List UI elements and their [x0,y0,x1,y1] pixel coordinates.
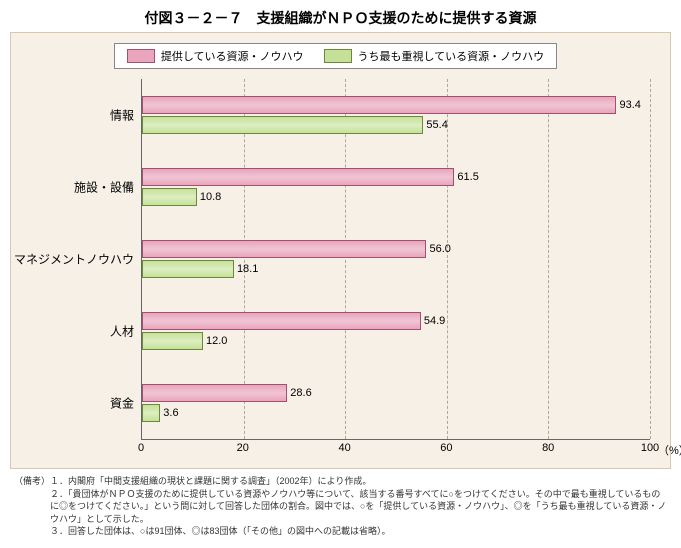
footnote-item: １．内閣府「中間支援組織の現状と課題に関する調査」（2002年）により作成。 [50,475,667,488]
legend-item-1: 提供している資源・ノウハウ [127,48,304,64]
x-axis-unit: （%） [658,442,681,458]
bar-value-label: 55.4 [422,119,447,131]
category-group: 施設・設備61.510.8 [142,151,650,223]
bar-value-label: 12.0 [202,335,227,347]
bar-series2: 10.8 [142,188,197,206]
bar-series1: 54.9 [142,312,421,330]
bar-series2: 3.6 [142,404,160,422]
bar-value-label: 93.4 [615,99,640,111]
x-tick-label: 0 [138,442,144,454]
bar-series1: 56.0 [142,240,426,258]
bar-series2: 55.4 [142,116,423,134]
chart-area: 提供している資源・ノウハウ うち最も重視している資源・ノウハウ 情報93.455… [10,32,671,469]
legend-item-2: うち最も重視している資源・ノウハウ [324,48,545,64]
legend-swatch-1 [127,49,155,63]
bar-series1: 61.5 [142,168,454,186]
footnote-item: ３．回答した団体は、○は91団体、◎は83団体（「その他」の図中への記載は省略）… [50,525,667,538]
bar-value-label: 28.6 [286,387,311,399]
category-label: 施設・設備 [74,179,142,196]
category-group: 情報93.455.4 [142,79,650,151]
legend: 提供している資源・ノウハウ うち最も重視している資源・ノウハウ [114,43,557,69]
bar-series1: 93.4 [142,96,616,114]
x-tick-label: 20 [237,442,249,454]
bar-value-label: 54.9 [420,315,445,327]
bar-value-label: 10.8 [196,191,221,203]
category-label: マネジメントノウハウ [14,251,142,268]
bar-value-label: 3.6 [159,407,178,419]
footnotes: （備考） １．内閣府「中間支援組織の現状と課題に関する調査」（2002年）により… [0,469,681,548]
category-group: 資金28.63.6 [142,367,650,439]
x-axis-ticks: 020406080100（%） [141,440,650,458]
x-tick-label: 40 [338,442,350,454]
bar-value-label: 18.1 [233,263,258,275]
bar-value-label: 56.0 [425,243,450,255]
chart-title: 付図３－２－７ 支援組織がＮＰＯ支援のために提供する資源 [0,0,681,32]
category-group: 人材54.912.0 [142,295,650,367]
x-tick-label: 60 [440,442,452,454]
bar-series2: 12.0 [142,332,203,350]
legend-swatch-2 [324,49,352,63]
bar-series1: 28.6 [142,384,287,402]
x-tick-label: 100 [641,442,659,454]
footnote-item: ２．「貴団体がＮＰＯ支援のために提供している資源やノウハウ等について、該当する番… [50,488,667,526]
plot-area: 情報93.455.4施設・設備61.510.8マネジメントノウハウ56.018.… [141,79,650,440]
category-label: 人材 [110,323,142,340]
bar-value-label: 61.5 [453,171,478,183]
legend-label-1: 提供している資源・ノウハウ [161,48,304,64]
bar-series2: 18.1 [142,260,234,278]
grid-line [650,79,651,439]
category-label: 資金 [110,395,142,412]
legend-label-2: うち最も重視している資源・ノウハウ [358,48,545,64]
x-tick-label: 80 [542,442,554,454]
category-group: マネジメントノウハウ56.018.1 [142,223,650,295]
category-label: 情報 [110,107,142,124]
notes-head: （備考） [14,475,50,538]
